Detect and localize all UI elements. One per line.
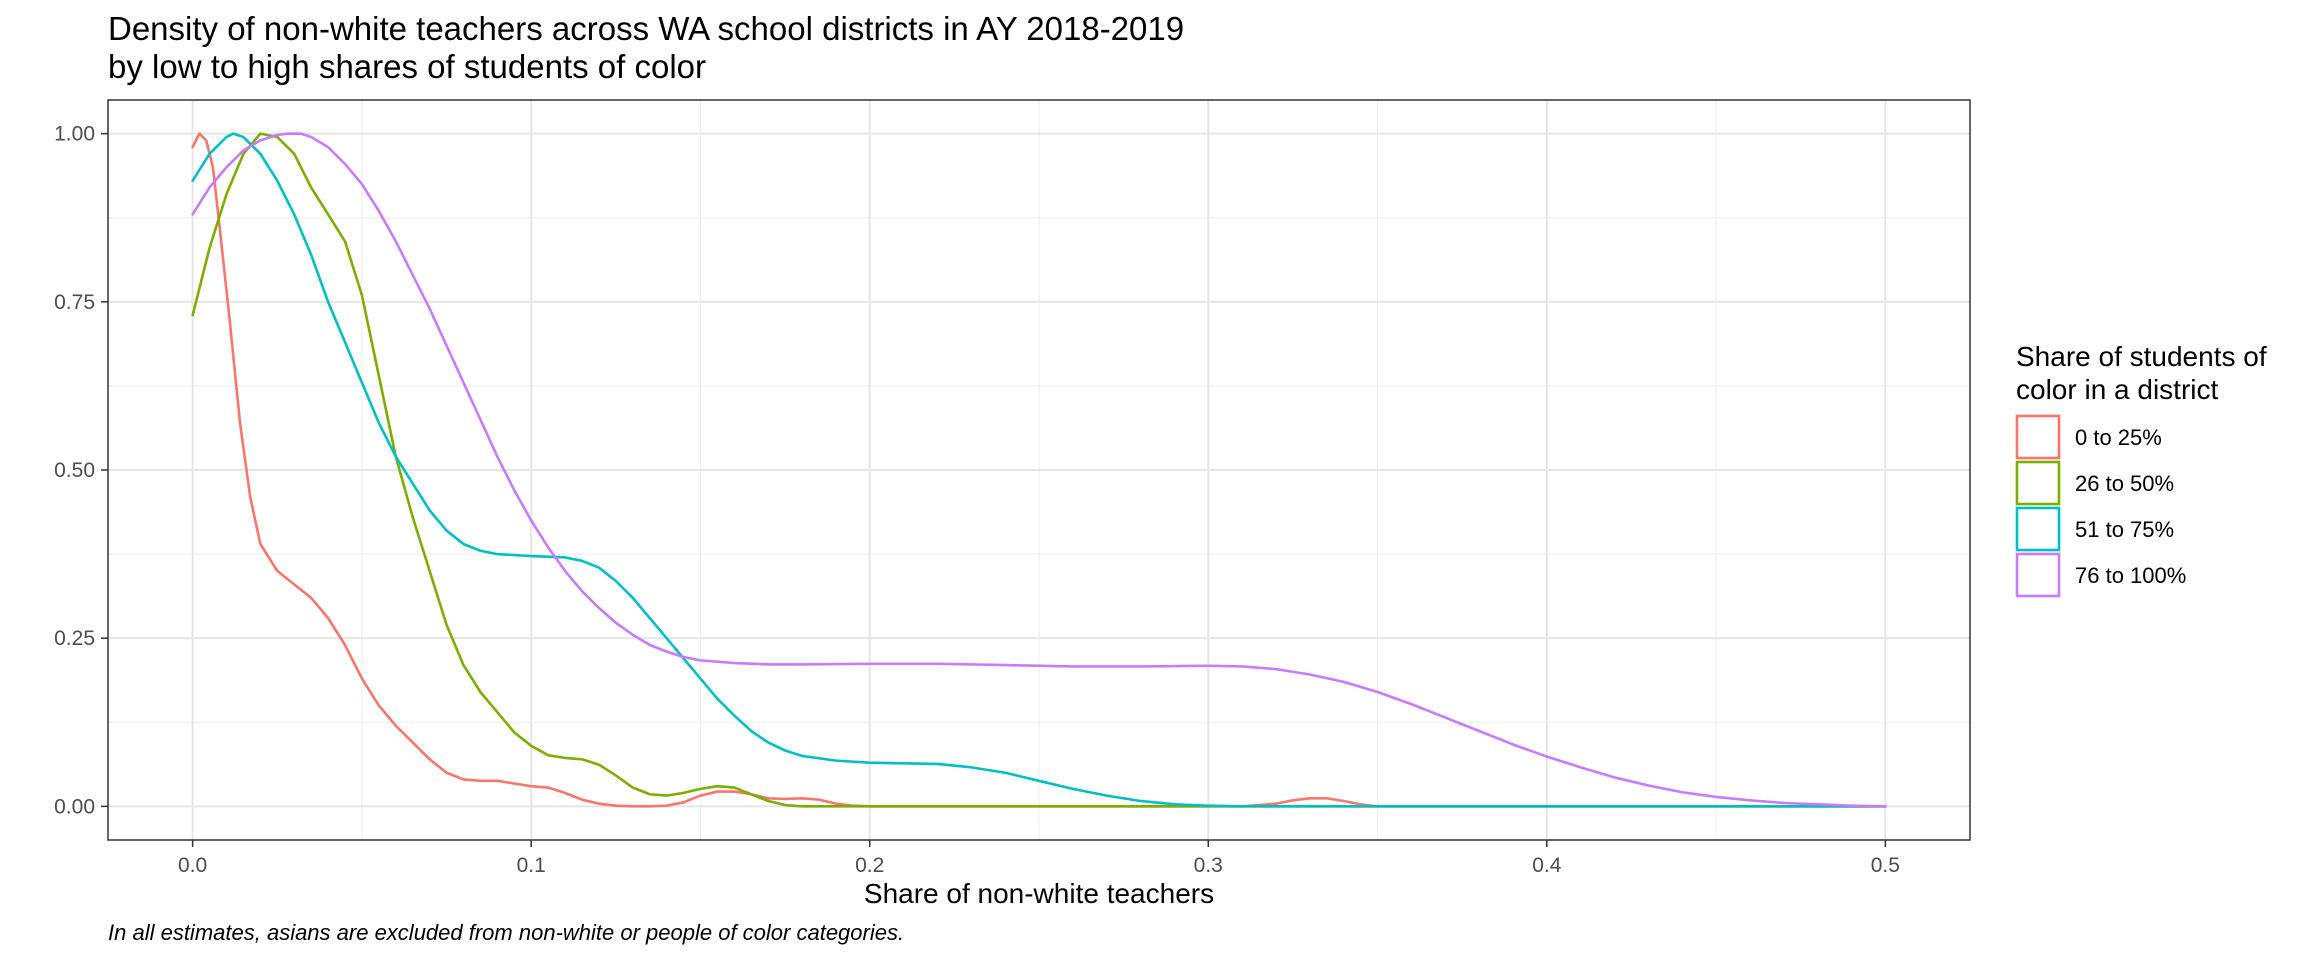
legend-entry-label: 26 to 50% (2075, 471, 2174, 496)
chart-caption: In all estimates, asians are excluded fr… (108, 920, 904, 945)
x-axis-tick-label: 0.3 (1194, 854, 1223, 877)
x-axis-label: Share of non-white teachers (864, 878, 1214, 909)
density-line-series-2 (191, 132, 1887, 808)
y-axis-tick-label: 0.75 (54, 291, 95, 314)
x-axis-tick-label: 0.1 (517, 854, 546, 877)
legend-title-line: Share of students of (2016, 341, 2267, 372)
legend-entry-label: 0 to 25% (2075, 425, 2162, 450)
x-axis-tick-label: 0.2 (855, 854, 884, 877)
chart-subtitle: by low to high shares of students of col… (108, 48, 706, 85)
y-axis-tick-label: 0.25 (54, 627, 95, 650)
legend-key-swatch (2015, 414, 2061, 460)
legend-entry-label: 76 to 100% (2075, 563, 2186, 588)
plot-area: 0.0 0.1 0.2 0.3 0.4 0.5 0.00 0.25 0.50 0.75 1.00 (54, 99, 1971, 877)
density-line-series-3 (191, 132, 1887, 808)
legend-key-swatch (2015, 552, 2061, 598)
legend-key-swatch (2015, 506, 2061, 552)
legend-entry-label: 51 to 75% (2075, 517, 2174, 542)
density-line-series-4 (191, 132, 1887, 808)
legend-key-swatch (2015, 460, 2061, 506)
x-axis-tick-label: 0.4 (1532, 854, 1562, 877)
x-axis-tick-label: 0.0 (178, 854, 207, 877)
x-axis-tick-label: 0.5 (1871, 854, 1900, 877)
y-axis-tick-label: 0.50 (54, 459, 95, 482)
y-axis-tick-label: 1.00 (54, 123, 95, 146)
y-axis-tick-label: 0.00 (54, 795, 95, 818)
legend-title-line: color in a district (2016, 374, 2219, 405)
chart-title: Density of non-white teachers across WA … (108, 10, 1184, 47)
